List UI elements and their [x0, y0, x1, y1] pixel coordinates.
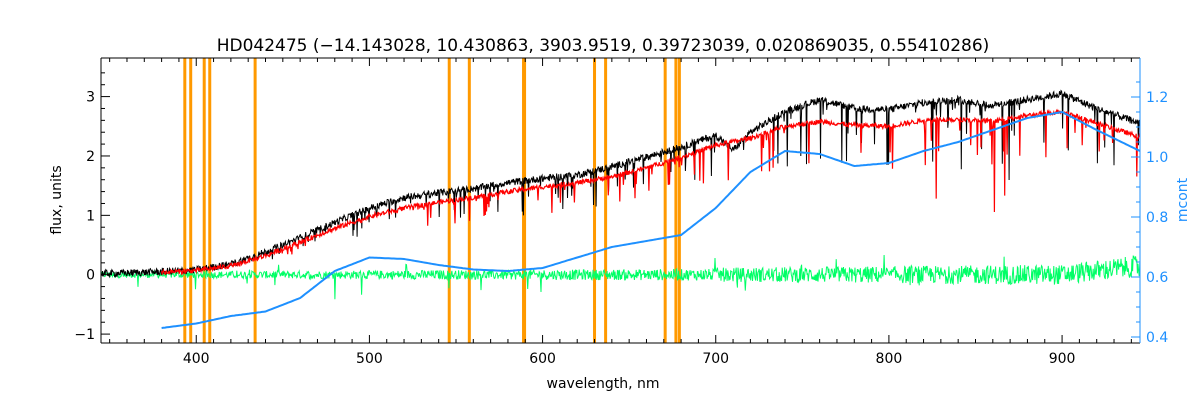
y-tick-label-1: 0 [86, 268, 95, 284]
y-axis-label: flux, units [49, 165, 65, 234]
chart-title: HD042475 (−14.143028, 10.430863, 3903.95… [217, 36, 990, 56]
plot-area [101, 58, 1140, 343]
x-tick-label-0: 400 [183, 351, 210, 367]
y2-tick-label-1: 0.6 [1146, 270, 1168, 286]
x-tick-label-5: 900 [1049, 351, 1076, 367]
y2-tick-label-0: 0.4 [1146, 330, 1168, 346]
x-tick-label-1: 500 [356, 351, 383, 367]
model-series [161, 108, 1141, 276]
y2-axis-label: mcont [1175, 177, 1191, 222]
x-tick-label-3: 700 [702, 351, 729, 367]
y2-tick-label-3: 1.0 [1146, 150, 1168, 166]
plot-background [101, 58, 1140, 343]
x-tick-label-4: 800 [876, 351, 903, 367]
y-tick-label-0: −1 [74, 327, 95, 343]
y-tick-label-3: 2 [86, 149, 95, 165]
y2-tick-label-4: 1.2 [1146, 90, 1168, 106]
observed-series [100, 89, 1141, 279]
y-tick-label-2: 1 [86, 208, 95, 224]
residual-series [100, 254, 1141, 300]
y2-tick-label-2: 0.8 [1146, 210, 1168, 226]
x-tick-label-2: 600 [529, 351, 556, 367]
chart-marks [100, 58, 1141, 343]
axes: 400 500 600 700 800 900 −1 0 1 2 3 0.4 0.6 0.8 1.0 1.2 [74, 57, 1168, 367]
mcont-series [161, 110, 1141, 329]
y-tick-label-4: 3 [86, 90, 95, 106]
x-axis-label: wavelength, nm [547, 376, 660, 392]
